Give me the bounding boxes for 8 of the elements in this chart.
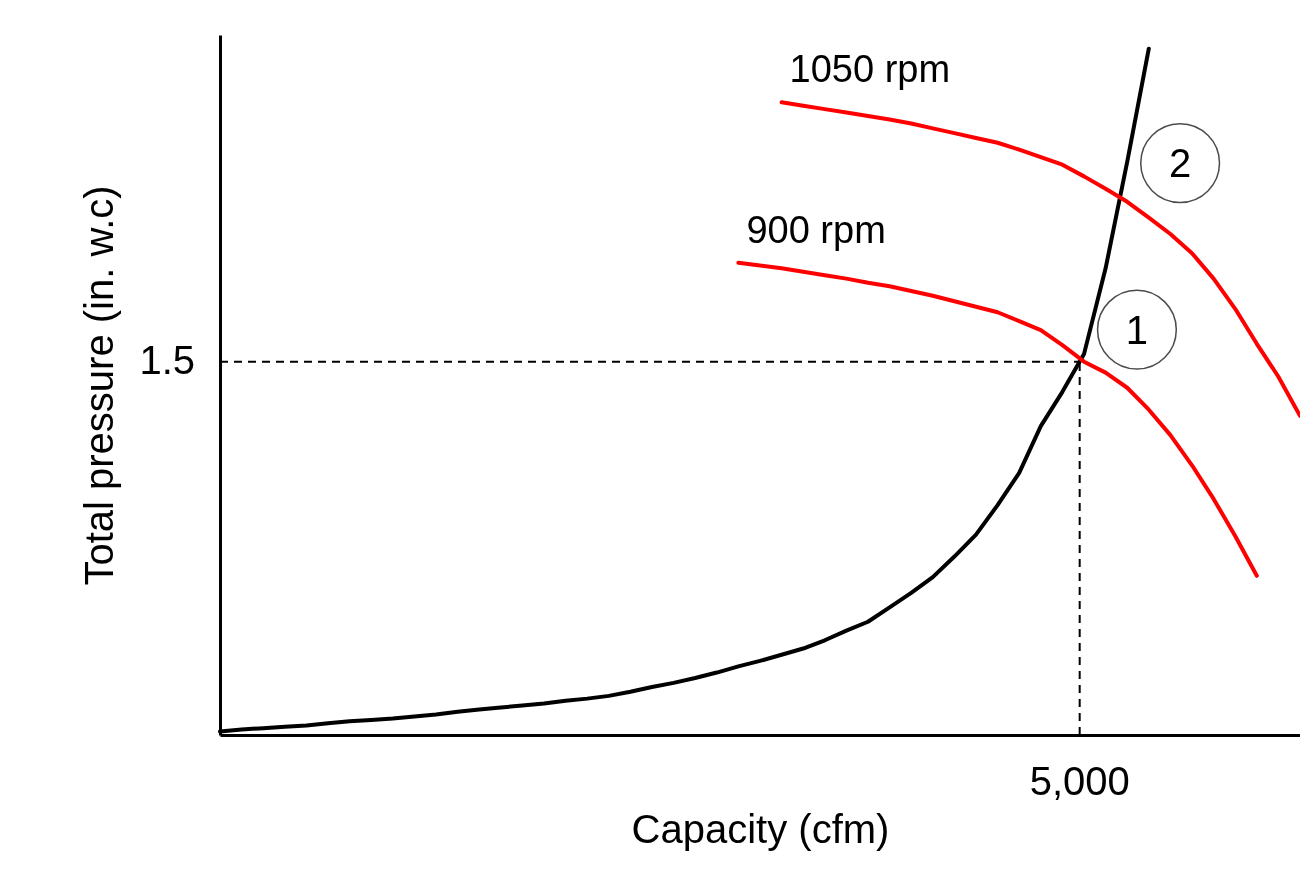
text: 1.5 <box>139 337 195 382</box>
text: 5,000 <box>1029 759 1130 803</box>
annotation: 1 <box>1125 307 1149 352</box>
y-axis-title: Total pressure (in. w.c) <box>76 185 121 586</box>
x-axis-title: Capacity (cfm) <box>631 806 890 851</box>
series-label: 900 rpm <box>746 208 886 251</box>
series-label: 1050 rpm <box>789 48 951 91</box>
annotation: 2 <box>1168 141 1192 186</box>
